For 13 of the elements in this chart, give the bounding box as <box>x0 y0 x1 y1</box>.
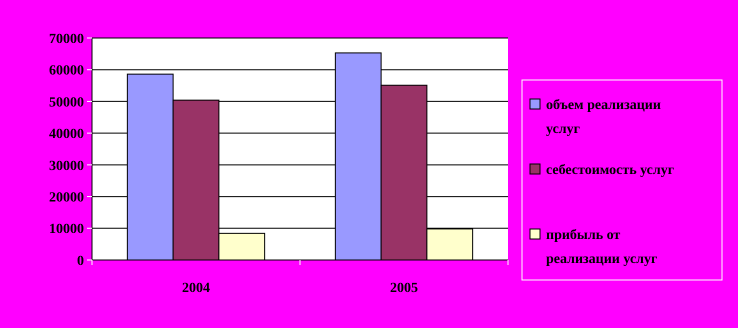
y-tick-label: 60000 <box>49 64 84 79</box>
legend-label: прибыль от реализации услуг <box>546 228 658 267</box>
x-tick-label: 2005 <box>390 281 418 296</box>
y-tick-label: 40000 <box>49 127 84 142</box>
y-tick-label: 30000 <box>49 158 84 174</box>
y-tick-label: 0 <box>77 254 84 269</box>
legend-label: объем реализации услуг <box>546 98 661 137</box>
y-tick-label: 70000 <box>49 32 84 47</box>
legend-label: себестоимость услуг <box>546 163 674 178</box>
x-tick-label: 2004 <box>182 281 210 296</box>
y-tick-label: 20000 <box>49 190 84 206</box>
y-tick-label: 50000 <box>49 95 84 110</box>
y-tick-label: 10000 <box>49 222 84 238</box>
